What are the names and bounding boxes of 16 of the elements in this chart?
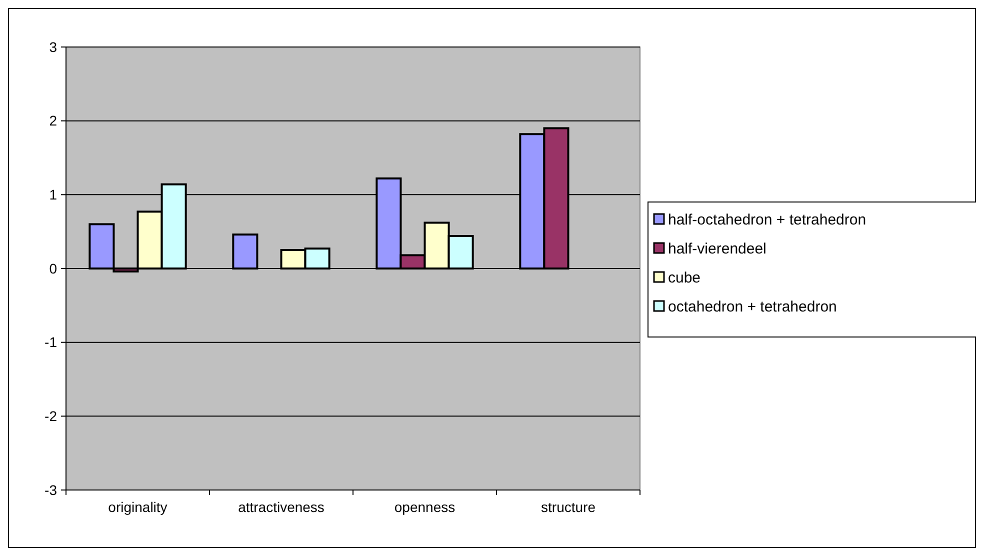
bar [232, 234, 258, 270]
y-tick-label: -1 [44, 334, 58, 350]
legend-label: half-vierendeel [668, 240, 766, 258]
x-tick-label: originality [108, 499, 168, 515]
y-tick-label: -3 [44, 482, 58, 498]
y-tick-label: -2 [44, 408, 58, 424]
x-tick-label: attractiveness [238, 499, 324, 515]
y-tick-label: 3 [49, 38, 58, 55]
x-tick-label: structure [541, 499, 596, 515]
x-tick-label: openness [394, 499, 456, 515]
y-tick-label: 0 [49, 260, 58, 276]
y-tick-label: 1 [49, 186, 58, 203]
legend-label: octahedron + tetrahedron [668, 298, 837, 316]
y-tick-label: 2 [49, 112, 58, 129]
legend-label: half-octahedron + tetrahedron [668, 211, 866, 228]
legend-label: cube [668, 269, 701, 286]
